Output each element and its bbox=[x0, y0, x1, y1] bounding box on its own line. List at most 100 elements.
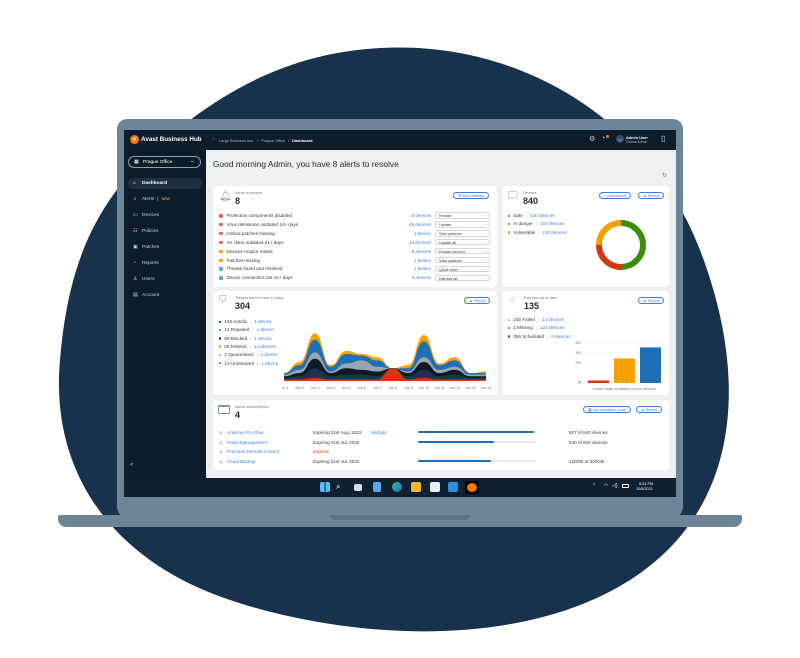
legend-devices-link[interactable]: 6 devices bbox=[551, 333, 571, 339]
alert-devices-link[interactable]: 1 device bbox=[413, 230, 431, 236]
store-icon[interactable] bbox=[430, 482, 440, 492]
alert-devices-link[interactable]: 1 device bbox=[413, 266, 431, 272]
collapse-sidebar-icon[interactable]: « bbox=[130, 462, 134, 468]
widgets-icon[interactable] bbox=[373, 482, 381, 492]
sidebar-item-alerts[interactable]: ♫ Alerts | NEW bbox=[128, 194, 202, 205]
sidebar-item-dashboard[interactable]: ⌂ Dashboard bbox=[128, 178, 202, 189]
bell-icon: 🔔︎ bbox=[219, 191, 232, 202]
subscriptions-report-button[interactable]: ▲ Report bbox=[636, 406, 663, 413]
battery-icon[interactable] bbox=[622, 484, 629, 488]
user-name[interactable]: Admin User bbox=[626, 135, 648, 140]
activation-code-button[interactable]: ▦ Use activation code bbox=[583, 406, 631, 413]
legend-devices-link[interactable]: 14 devices bbox=[542, 317, 565, 322]
breadcrumb-item[interactable]: Large Business Acc. bbox=[219, 137, 255, 143]
search-icon[interactable]: ⌕ bbox=[336, 482, 341, 491]
sidebar-item-account[interactable]: ▤ Account bbox=[128, 290, 202, 301]
x-tick-label: Jun 9 bbox=[404, 386, 413, 390]
alert-action-select[interactable]: View patches bbox=[435, 230, 490, 237]
tray-chevron-icon[interactable]: ⌃ bbox=[592, 483, 597, 489]
windows-start-icon[interactable] bbox=[320, 482, 330, 492]
brand-name[interactable]: Avast Business Hub bbox=[141, 136, 202, 143]
clock-time[interactable]: 5:24 PM bbox=[639, 482, 654, 486]
alert-row: Devices require restart 6 devices Restart … bbox=[219, 247, 491, 255]
threats-report-button[interactable]: ▲ Report bbox=[464, 297, 491, 304]
alert-devices-link[interactable]: 14 devices bbox=[409, 239, 431, 245]
legend-devices-link[interactable]: 1 device bbox=[254, 319, 272, 324]
task-view-icon[interactable] bbox=[354, 484, 362, 491]
avast-logo-icon: ▲ bbox=[130, 135, 139, 144]
file-explorer-icon[interactable] bbox=[411, 482, 421, 492]
sliders-icon: ☷ bbox=[133, 228, 138, 234]
sidebar-item-users[interactable]: ♙ Users bbox=[128, 274, 202, 285]
sidebar-item-reports[interactable]: ◔ Reports bbox=[128, 258, 202, 269]
sidebar-item-label: Policies bbox=[142, 229, 159, 234]
mail-icon[interactable] bbox=[448, 482, 458, 492]
sidebar-item-policies[interactable]: ☷ Policies bbox=[128, 226, 202, 237]
usage-fill bbox=[418, 440, 494, 443]
alert-devices-link[interactable]: 45 devices bbox=[409, 221, 431, 227]
legend-devices-link[interactable]: 1 device bbox=[260, 352, 278, 358]
add-device-button[interactable]: + Add device bbox=[599, 192, 631, 199]
clock-date[interactable]: 10/8/2021 bbox=[636, 487, 653, 491]
avatar[interactable]: ◡ bbox=[616, 135, 624, 143]
sidebar-item-patches[interactable]: ▣ Patches bbox=[128, 242, 202, 253]
threats-legend-row: 12 Repaired | 1 device bbox=[219, 327, 274, 332]
alert-devices-link[interactable]: 6 devices bbox=[411, 248, 431, 254]
avast-taskbar-icon[interactable] bbox=[465, 481, 479, 494]
legend-devices-link[interactable]: 1 device bbox=[256, 327, 274, 333]
legend-devices-link[interactable]: 14 devices bbox=[253, 343, 276, 349]
alert-action-select[interactable]: Quick scan bbox=[435, 265, 490, 273]
alert-devices-link[interactable]: 3 devices bbox=[411, 275, 431, 281]
sidebar-item-devices[interactable]: ▭ Devices bbox=[128, 210, 202, 221]
gear-icon[interactable]: ⚙ bbox=[589, 136, 596, 143]
legend-label: 56 Deleted bbox=[224, 343, 247, 349]
wifi-icon[interactable]: ◠ bbox=[604, 483, 609, 489]
devices-switch-icon[interactable]: ▯ bbox=[661, 134, 666, 143]
legend-dot bbox=[508, 214, 511, 217]
edge-icon[interactable] bbox=[392, 482, 402, 492]
site-selector-value: Prague Office bbox=[143, 160, 173, 165]
alert-action-select[interactable]: Update all bbox=[435, 238, 490, 246]
remote-control-icon: ◎ bbox=[219, 449, 224, 454]
alert-type-icon bbox=[219, 231, 223, 236]
legend-devices-link[interactable]: 420 devices bbox=[530, 213, 555, 218]
legend-devices-link[interactable]: 123 devices bbox=[540, 325, 565, 331]
alert-devices-link[interactable]: 6 devices bbox=[411, 213, 431, 218]
subscription-name[interactable]: Cloud Backup bbox=[227, 458, 256, 464]
devices-report-button[interactable]: ▲ Report bbox=[638, 192, 665, 199]
breadcrumb-item[interactable]: Prague Office bbox=[261, 137, 286, 143]
alert-settings-button[interactable]: ⚙ Alert settings bbox=[453, 192, 490, 199]
subscription-name[interactable]: Premium Remote Control bbox=[227, 449, 279, 454]
legend-dot bbox=[508, 222, 511, 226]
refresh-icon[interactable]: ↻ bbox=[662, 173, 668, 179]
legend-devices-link[interactable]: 210 devices bbox=[540, 221, 565, 227]
alert-type-icon bbox=[219, 267, 223, 271]
subscription-name[interactable]: Antivirus Pro Plus bbox=[227, 430, 264, 435]
shield-icon: ◎ bbox=[219, 430, 224, 435]
volume-icon[interactable]: ◁) bbox=[612, 483, 618, 489]
alerts-count: 8 bbox=[235, 196, 241, 206]
alert-devices-link[interactable]: 1 device bbox=[413, 257, 431, 263]
alert-action-select[interactable]: Update bbox=[435, 221, 490, 228]
alert-row: Virus definitions outdated 14+ days 45 de… bbox=[219, 221, 491, 228]
legend-label: 145 Autofix bbox=[224, 319, 248, 324]
site-selector[interactable]: ▦ Prague Office ⌄ bbox=[128, 156, 201, 168]
x-tick-label: Jun 11 bbox=[434, 386, 445, 390]
separator: | bbox=[257, 360, 259, 366]
alert-action-select[interactable]: View patches bbox=[435, 256, 490, 264]
patches-legend-row: 245 Failed | 14 devices bbox=[508, 317, 564, 322]
alert-action-select[interactable]: Restart bbox=[435, 212, 490, 219]
legend-devices-link[interactable]: 210 devices bbox=[542, 229, 567, 235]
subscription-row: ◎ Premium Remote Control Expired bbox=[219, 449, 663, 455]
legend-devices-link[interactable]: 1 device bbox=[261, 360, 279, 366]
alert-action-select[interactable]: Dismiss all bbox=[435, 274, 490, 282]
legend-label: In danger bbox=[513, 221, 533, 227]
subscriptions-report-label: Report bbox=[645, 408, 658, 412]
alert-action-select[interactable]: Restart devices bbox=[435, 247, 490, 255]
patches-report-button[interactable]: ▲ Report bbox=[638, 297, 665, 304]
subscription-name[interactable]: Patch Management bbox=[227, 439, 267, 445]
x-tick-label: Jun 2 bbox=[295, 386, 304, 390]
notifications-icon[interactable]: ◔ bbox=[601, 135, 606, 142]
subscription-extra-link[interactable]: Multiple bbox=[371, 430, 387, 435]
legend-devices-link[interactable]: 1 device bbox=[254, 335, 272, 341]
